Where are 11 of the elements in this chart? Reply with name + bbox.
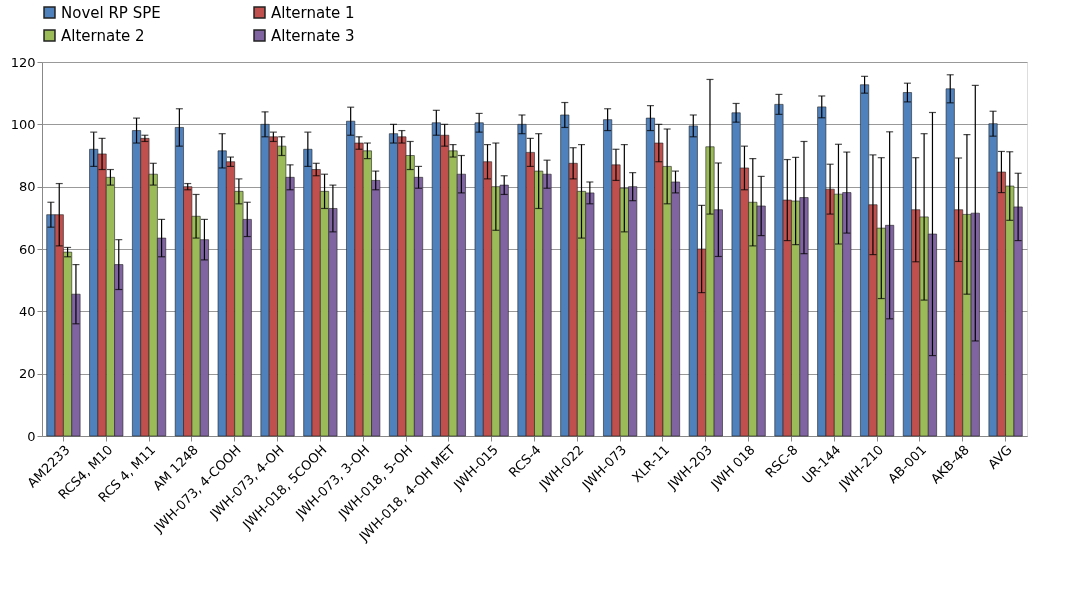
legend-label: Alternate 2	[61, 26, 145, 45]
y-tick-label: 100	[10, 116, 36, 132]
y-tick-label: 40	[18, 303, 36, 319]
legend-label: Novel RP SPE	[61, 3, 161, 22]
y-tick-label: 120	[10, 54, 36, 70]
y-tick-label: 60	[18, 241, 36, 257]
legend-label: Alternate 1	[271, 3, 355, 22]
y-tick-label: 0	[27, 428, 36, 444]
y-tick-label: 80	[18, 179, 36, 195]
y-tick-label: 20	[18, 366, 36, 382]
legend-label: Alternate 3	[271, 26, 355, 45]
